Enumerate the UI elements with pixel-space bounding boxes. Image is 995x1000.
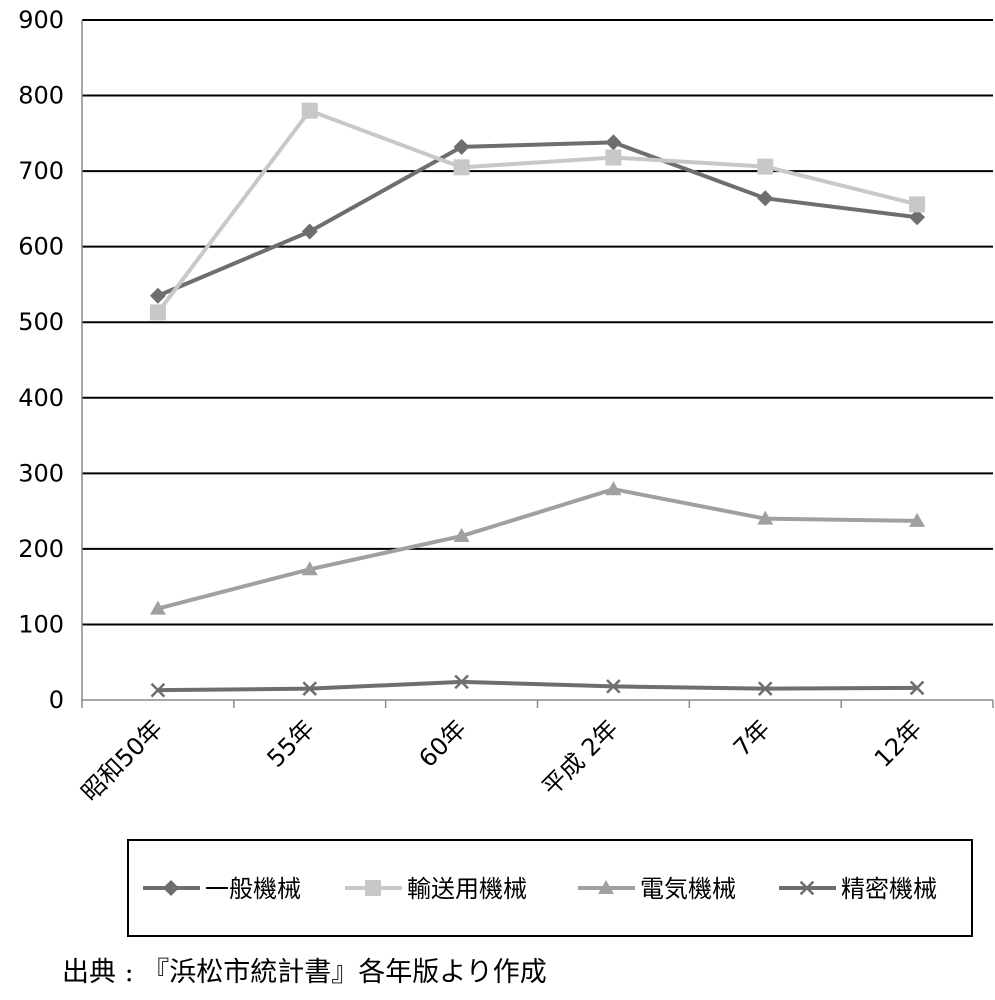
x-tick-label: 7年 <box>728 714 776 762</box>
legend-label: 一般機械 <box>205 875 301 903</box>
legend: 一般機械 輸送用機械 電気機械 精密機械 <box>127 839 973 937</box>
series-line <box>157 140 918 298</box>
data-point <box>301 102 318 119</box>
legend-item: 一般機械 <box>143 875 301 903</box>
data-point <box>606 679 621 694</box>
data-point <box>149 287 166 304</box>
x-tick-label: 昭和50年 <box>76 714 168 806</box>
x-tick-label: 55年 <box>262 714 320 772</box>
y-tick-label: 900 <box>18 6 64 34</box>
series-line <box>157 487 918 611</box>
series-group <box>149 102 926 698</box>
series-line <box>156 108 918 314</box>
legend-marker <box>163 880 179 896</box>
data-point <box>149 304 166 321</box>
data-point <box>909 512 926 527</box>
data-point <box>302 681 318 696</box>
data-point <box>605 481 622 496</box>
y-tick-label: 100 <box>18 610 64 638</box>
data-point <box>757 158 774 175</box>
data-point <box>453 138 470 155</box>
x-tick-label: 60年 <box>413 714 471 772</box>
data-point <box>605 149 622 166</box>
y-tick-label: 0 <box>49 686 64 714</box>
legend-label: 輸送用機械 <box>407 875 527 903</box>
legend-item: 精密機械 <box>779 875 937 903</box>
data-point <box>150 682 166 698</box>
data-point <box>453 528 470 543</box>
data-point <box>757 681 773 696</box>
series-3 <box>149 481 926 615</box>
legend-marker <box>598 880 614 894</box>
data-point <box>605 134 622 151</box>
legend-item: 電気機械 <box>578 875 736 903</box>
data-point <box>453 159 470 176</box>
series-4 <box>150 674 925 698</box>
data-point <box>909 680 925 696</box>
x-tick-label: 12年 <box>869 714 927 772</box>
legend-label: 精密機械 <box>841 875 937 903</box>
y-axis-ticks: 0 100 200 300 400 500 600 700 800 900 <box>18 6 64 714</box>
legend-marker <box>799 880 815 896</box>
y-tick-label: 800 <box>18 82 64 110</box>
y-tick-label: 300 <box>18 459 64 487</box>
y-tick-label: 700 <box>18 157 64 185</box>
series-1 <box>149 134 926 304</box>
series-2 <box>149 102 926 321</box>
axes <box>81 20 994 708</box>
x-tick-label: 平成 2年 <box>537 714 624 801</box>
data-point <box>454 674 469 690</box>
legend-label: 電気機械 <box>640 875 736 903</box>
x-axis-ticks: 昭和50年 55年 60年 平成 2年 7年 12年 <box>76 714 927 806</box>
series-line <box>157 679 918 693</box>
data-point <box>757 510 774 525</box>
data-point <box>757 190 774 207</box>
grid-lines <box>82 19 993 626</box>
data-point <box>301 561 318 576</box>
y-tick-label: 600 <box>18 233 64 261</box>
y-tick-label: 200 <box>18 535 64 563</box>
legend-item: 輸送用機械 <box>345 875 527 903</box>
source-note: 出典 : 『浜松市統計書』各年版より作成 <box>62 957 547 988</box>
legend-marker <box>365 880 381 896</box>
y-tick-label: 500 <box>18 308 64 336</box>
y-tick-label: 400 <box>18 384 64 412</box>
data-point <box>909 196 926 213</box>
data-point <box>301 223 318 240</box>
data-point <box>909 209 926 226</box>
data-point <box>149 600 166 615</box>
